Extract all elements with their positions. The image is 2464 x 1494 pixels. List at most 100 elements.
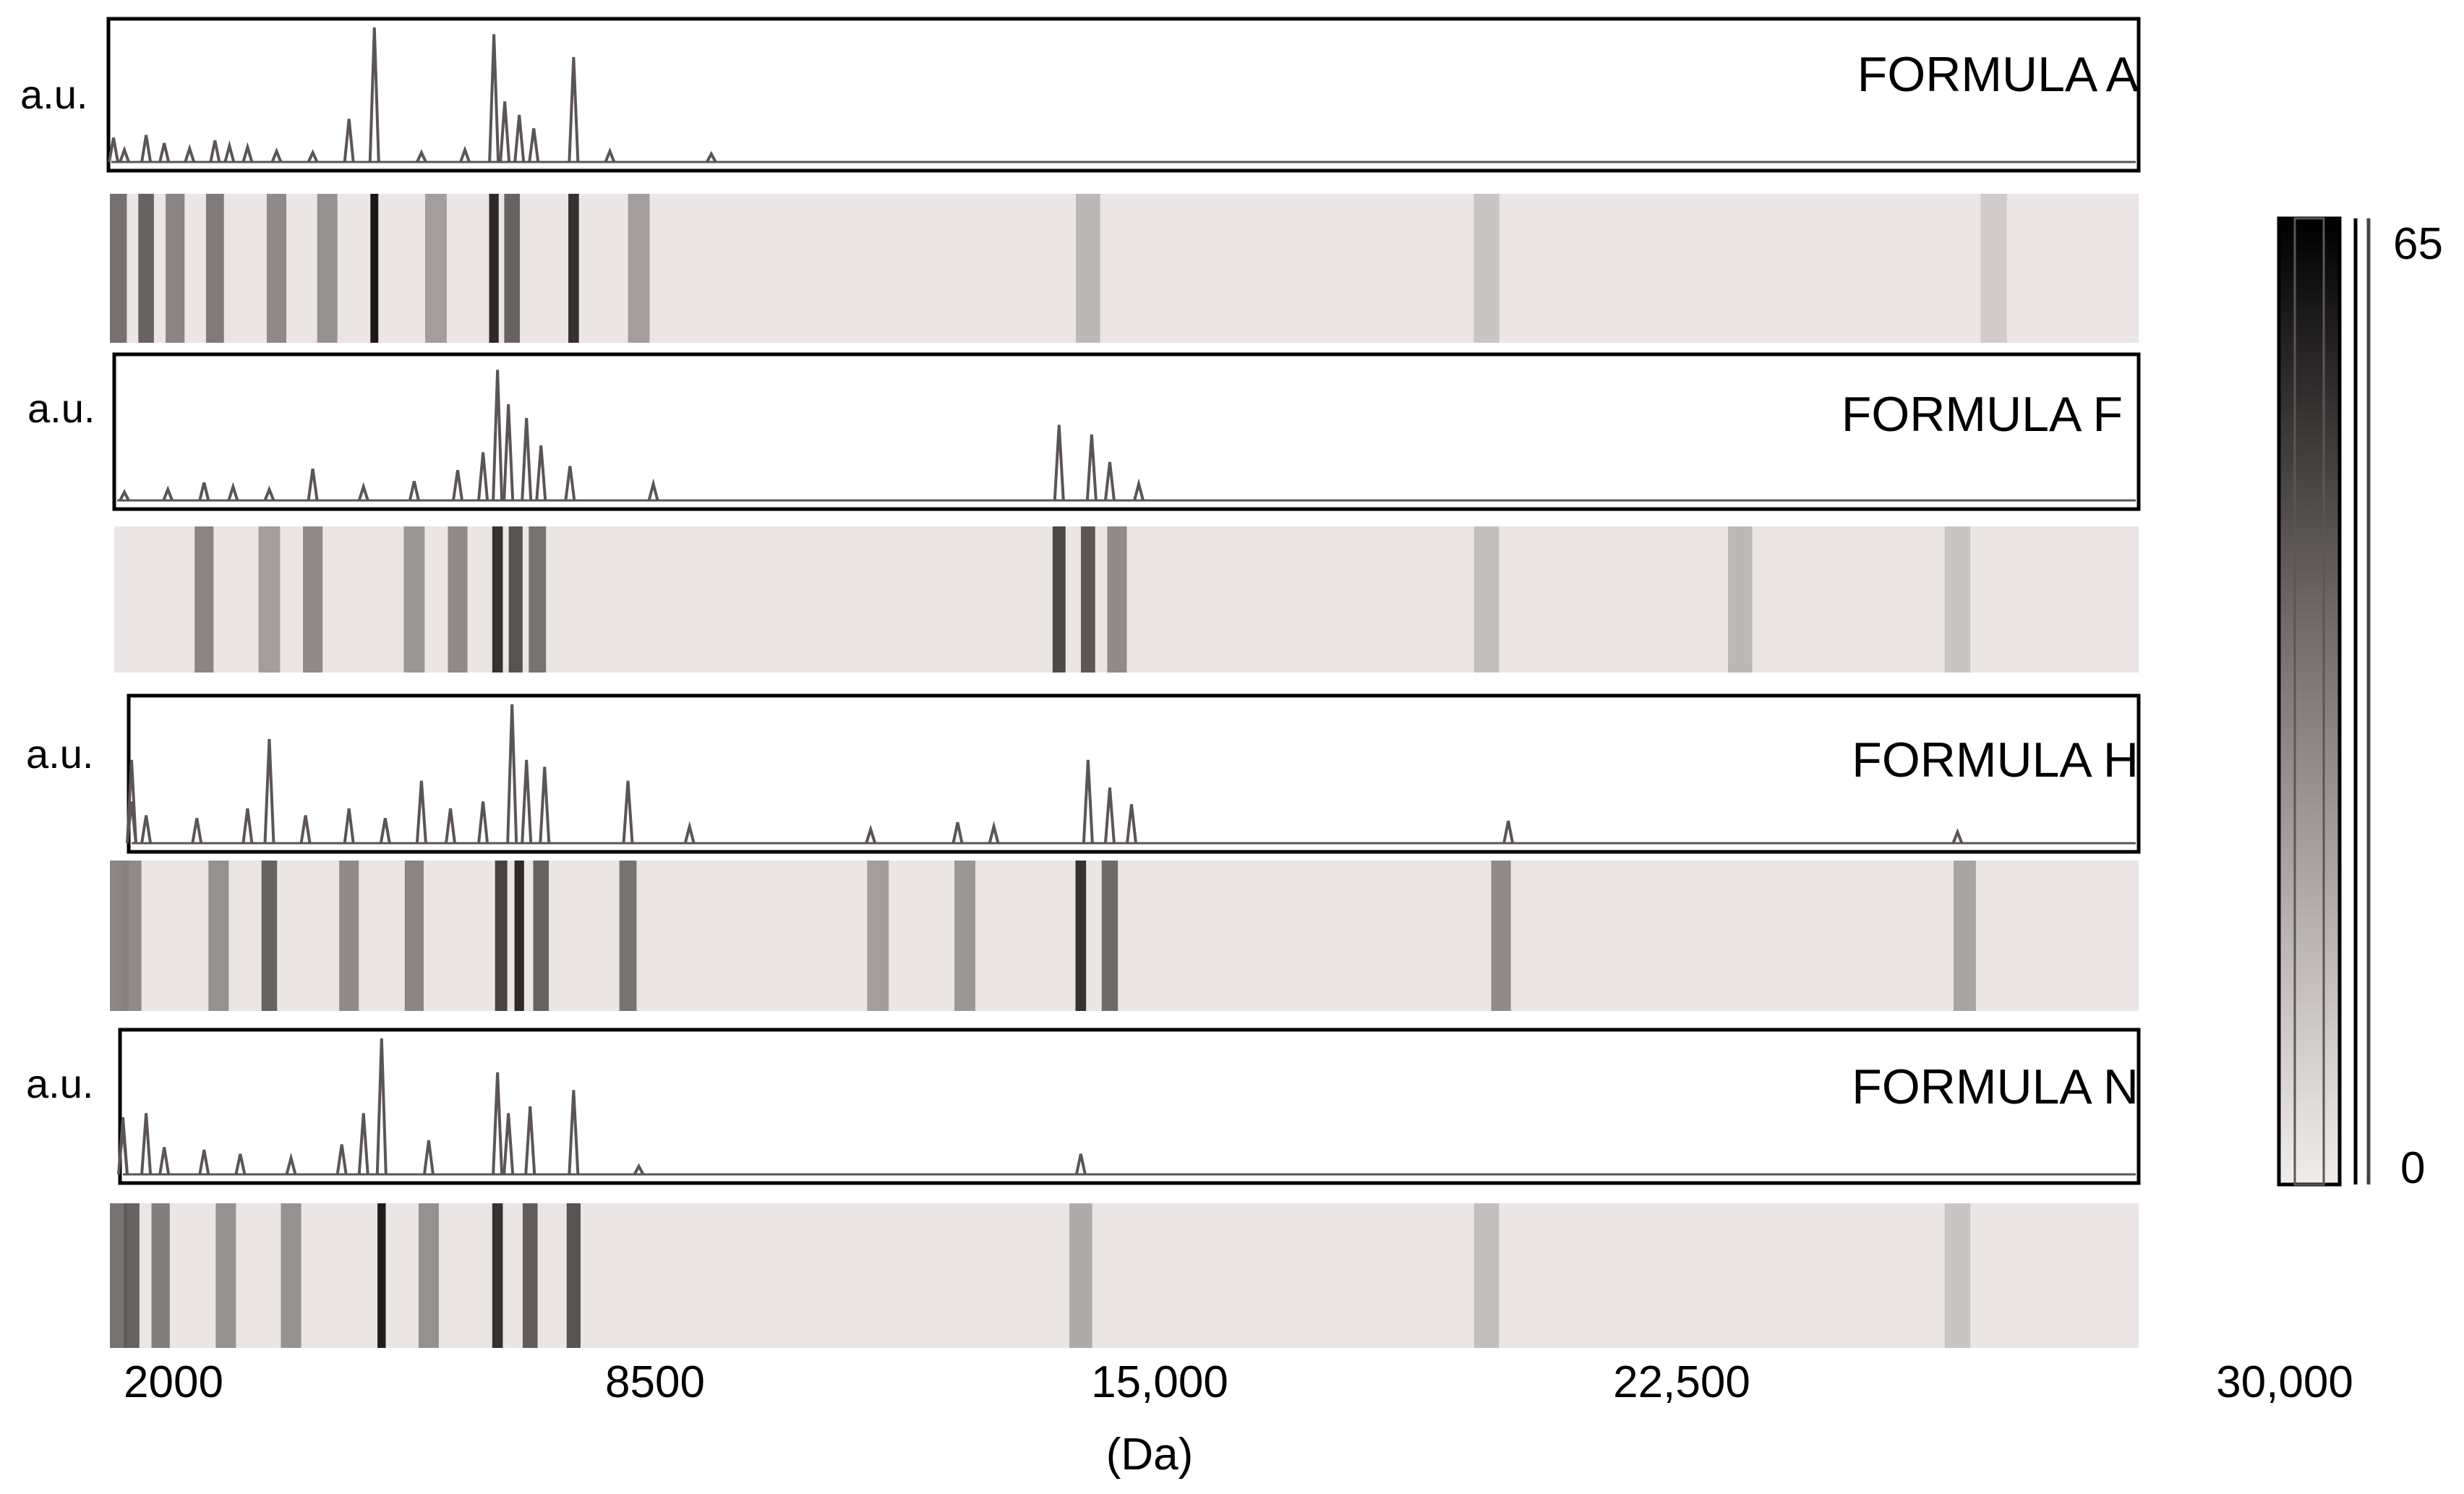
spectrum-frame <box>118 1028 2141 1185</box>
spectrum-frame <box>106 17 2141 173</box>
spectrum-peak <box>568 56 580 163</box>
gel-band <box>492 1203 503 1348</box>
gel-band <box>303 526 323 673</box>
gel-panel-formula-h <box>110 861 2139 1011</box>
gel-band <box>110 1203 127 1348</box>
spectrum-trace <box>126 704 2136 845</box>
gel-panel-formula-f <box>114 526 2139 673</box>
spectrum-peak <box>459 145 471 163</box>
gel-band <box>954 861 975 1011</box>
spectrum-peak <box>299 815 312 844</box>
gel-band <box>1081 526 1095 673</box>
spectrum-peak <box>285 1152 297 1175</box>
spectrum-peak <box>184 143 196 163</box>
spectrum-peak <box>241 808 254 844</box>
spectrum-peak <box>263 485 275 501</box>
spectrum-frame <box>112 352 2141 511</box>
spectrum-peak <box>1951 828 1964 844</box>
x-tick-label: 2000 <box>124 1357 223 1407</box>
spectrum-peak <box>307 469 319 501</box>
gel-band <box>339 861 359 1011</box>
spectrum-trace <box>108 27 2136 163</box>
y-axis-label: a.u. <box>20 72 87 117</box>
spectrum-peak <box>1074 1153 1087 1175</box>
gel-band <box>205 194 224 343</box>
gel-band <box>1491 861 1511 1011</box>
gel-band <box>370 194 379 343</box>
spectrum-peak <box>140 815 153 844</box>
spectrum-peak <box>1103 461 1116 501</box>
spectrum-peak <box>223 140 236 163</box>
spectrum-panel-formula-f: a.u. FORMULA F <box>27 352 2141 511</box>
gel-band <box>867 861 889 1011</box>
spectrum-peak <box>506 704 518 844</box>
gel-bands <box>110 194 2007 343</box>
spectrum-peak <box>502 404 515 501</box>
spectrum-peak <box>158 1147 171 1175</box>
gel-band <box>208 861 229 1011</box>
gel-band <box>1944 526 1971 673</box>
gel-band <box>377 1203 386 1348</box>
spectrum-peak <box>140 1113 153 1175</box>
x-axis-label: (Da) <box>1106 1430 1194 1480</box>
spectrum-peak <box>162 485 174 501</box>
colorbar-min-label: 0 <box>2400 1143 2425 1193</box>
x-axis: 2000 8500 15,000 22,500 30,000 (Da) <box>124 1357 2353 1480</box>
spectrum-peak <box>683 821 696 844</box>
spectrum-peak <box>492 370 504 501</box>
gel-band <box>522 1203 538 1348</box>
spectrum-peak <box>241 142 254 163</box>
gel-band <box>1101 861 1118 1011</box>
gel-band <box>489 194 499 343</box>
gel-band <box>628 194 650 343</box>
spectrum-peak <box>452 469 464 501</box>
spectrum-peak <box>539 767 551 844</box>
spectrum-peak <box>379 818 391 844</box>
spectrum-peak <box>270 147 283 163</box>
spectrum-peak <box>209 140 221 163</box>
spectrum-trace <box>117 1038 2136 1176</box>
spectrum-peak <box>343 808 355 844</box>
gel-band <box>533 861 549 1011</box>
gel-band <box>514 861 524 1011</box>
spectrum-peak <box>1053 424 1065 501</box>
spectrum-peak <box>1103 787 1116 844</box>
spectrum-peak <box>865 824 877 844</box>
spectrum-peak <box>119 145 130 163</box>
colorbar: 65 0 <box>2277 216 2443 1193</box>
gel-band <box>425 194 447 343</box>
spectrum-peak <box>140 135 153 163</box>
formula-label: FORMULA H <box>1852 733 2139 787</box>
y-axis-label: a.u. <box>27 385 95 431</box>
colorbar-border <box>2293 217 2325 1186</box>
gel-band <box>504 194 520 343</box>
spectrum-peak <box>415 780 427 844</box>
spectrum-peak <box>1502 820 1515 844</box>
spectrum-peak <box>307 149 319 163</box>
gel-band <box>1980 194 2007 343</box>
spectrum-peak <box>633 1163 645 1175</box>
colorbar-max-label: 65 <box>2393 219 2443 269</box>
gel-band <box>1954 861 1976 1011</box>
gel-band <box>317 194 338 343</box>
gel-band <box>258 526 281 673</box>
gel-bands <box>110 1203 1971 1348</box>
gel-panel-formula-a <box>110 194 2139 343</box>
gel-band <box>529 526 547 673</box>
gel-band <box>266 194 287 343</box>
spectrum-peak <box>1126 804 1138 844</box>
spectrum-peak <box>422 1140 435 1175</box>
spectrum-peak <box>492 1072 504 1175</box>
spectrum-panel-formula-h: a.u. FORMULA H <box>26 693 2141 854</box>
gel-band <box>403 526 425 673</box>
spectrum-peak <box>488 34 500 163</box>
gel-band <box>194 526 214 673</box>
gel-background <box>110 194 2139 343</box>
gel-band <box>124 1203 140 1348</box>
gel-bands <box>194 526 1971 673</box>
spectrum-peak <box>375 1038 388 1175</box>
spectrum-peak <box>524 1106 536 1175</box>
gel-band <box>215 1203 236 1348</box>
spectrum-peak <box>477 452 489 501</box>
